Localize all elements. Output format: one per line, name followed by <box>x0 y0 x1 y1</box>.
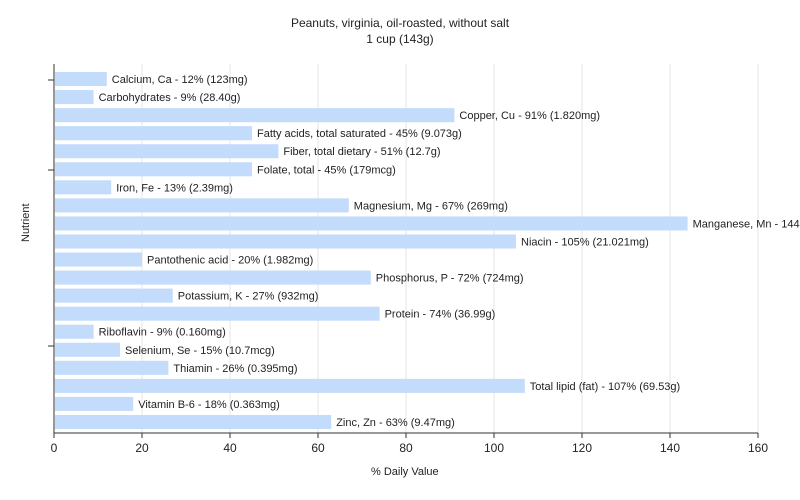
bar-label: Iron, Fe - 13% (2.39mg) <box>116 182 233 194</box>
bar-label: Vitamin B-6 - 18% (0.363mg) <box>138 399 280 411</box>
bar <box>55 378 525 393</box>
bar <box>55 270 371 285</box>
x-tick-label: 60 <box>311 441 325 455</box>
bar-label: Potassium, K - 27% (932mg) <box>178 291 319 303</box>
bar <box>55 360 169 375</box>
chart-subtitle: 1 cup (143g) <box>366 32 434 46</box>
bar-label: Riboflavin - 9% (0.160mg) <box>99 327 226 339</box>
x-axis-label: % Daily Value <box>371 466 439 478</box>
x-tick-label: 80 <box>399 441 413 455</box>
bar <box>55 414 332 430</box>
bar <box>55 144 279 159</box>
bar-label: Copper, Cu - 91% (1.820mg) <box>459 110 600 122</box>
x-tick-label: 0 <box>51 441 58 455</box>
chart-title: Peanuts, virginia, oil-roasted, without … <box>290 16 510 30</box>
bar-label: Manganese, Mn - 144% (2.871mg) <box>693 218 800 230</box>
bar-label: Selenium, Se - 15% (10.7mcg) <box>125 345 275 357</box>
y-axis-label: Nutrient <box>20 203 32 242</box>
bar-label: Folate, total - 45% (179mcg) <box>257 164 396 176</box>
x-tick-label: 160 <box>748 441 768 455</box>
bar <box>55 396 134 411</box>
bar-label: Phosphorus, P - 72% (724mg) <box>376 273 524 285</box>
bar <box>55 198 349 213</box>
x-tick-label: 140 <box>660 441 680 455</box>
bars <box>55 72 688 430</box>
axes: 0 20 40 60 80 100 120 140 160 <box>48 64 768 455</box>
bar-label: Thiamin - 26% (0.395mg) <box>173 363 297 375</box>
bar-label: Calcium, Ca - 12% (123mg) <box>112 74 248 86</box>
bar <box>55 216 688 231</box>
x-tick-label: 40 <box>223 441 237 455</box>
bar-label: Fatty acids, total saturated - 45% (9.07… <box>257 128 462 140</box>
bar <box>55 180 112 195</box>
bar-label: Zinc, Zn - 63% (9.47mg) <box>336 417 455 429</box>
x-tick-label: 20 <box>135 441 149 455</box>
bar <box>55 108 455 123</box>
bar-label: Magnesium, Mg - 67% (269mg) <box>354 200 508 212</box>
bar <box>55 288 173 303</box>
bar <box>55 126 252 141</box>
bar-label: Protein - 74% (36.99g) <box>385 309 496 321</box>
bar <box>55 162 252 177</box>
bar <box>55 306 380 321</box>
bar <box>55 324 94 339</box>
x-tick-label: 100 <box>484 441 504 455</box>
bar-label: Total lipid (fat) - 107% (69.53g) <box>530 381 680 393</box>
bar-label: Pantothenic acid - 20% (1.982mg) <box>147 255 313 267</box>
bar <box>55 252 142 267</box>
bar <box>55 90 94 105</box>
bar-labels: Calcium, Ca - 12% (123mg) Carbohydrates -… <box>99 74 800 429</box>
x-tick-label: 120 <box>572 441 592 455</box>
bar <box>55 72 107 87</box>
bar <box>55 342 120 357</box>
bar-label: Carbohydrates - 9% (28.40g) <box>99 92 241 104</box>
bar <box>55 234 516 249</box>
bar-label: Niacin - 105% (21.021mg) <box>521 236 649 248</box>
bar-label: Fiber, total dietary - 51% (12.7g) <box>283 146 440 158</box>
